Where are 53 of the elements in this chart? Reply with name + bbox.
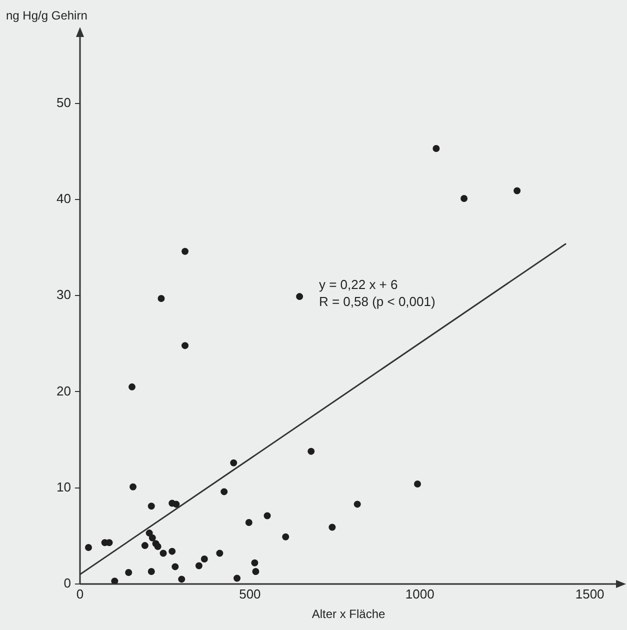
- x-tick-label: 1000: [405, 586, 434, 602]
- y-tick-label: 10: [56, 479, 71, 494]
- y-tick-label: 30: [56, 287, 71, 302]
- point: [125, 568, 132, 576]
- point: [220, 488, 228, 496]
- point: [106, 539, 113, 546]
- point: [154, 543, 162, 550]
- y-tick-label: 40: [56, 191, 71, 206]
- y-tick-label: 50: [56, 94, 71, 110]
- point: [251, 559, 258, 566]
- point: [432, 144, 440, 152]
- point: [282, 533, 290, 540]
- point: [182, 342, 189, 350]
- point: [514, 187, 521, 194]
- point: [414, 480, 421, 488]
- point: [111, 578, 118, 584]
- point: [130, 483, 137, 490]
- point: [182, 248, 189, 255]
- annotation: R = 0,58 (p < 0,001): [318, 294, 436, 309]
- point: [195, 562, 202, 570]
- point: [460, 194, 468, 202]
- annotation: y = 0,22 x + 6: [318, 276, 398, 292]
- point: [141, 542, 148, 550]
- y-tick-label: 20: [56, 383, 71, 398]
- point: [200, 556, 208, 563]
- point: [148, 502, 155, 510]
- point: [264, 512, 271, 520]
- x-tick-label: 1500: [575, 586, 604, 602]
- x-tick-label: 500: [239, 586, 261, 602]
- point: [146, 530, 153, 537]
- x-tick-label: 0: [76, 586, 84, 602]
- point: [234, 574, 241, 582]
- point: [216, 550, 224, 557]
- point: [148, 568, 155, 575]
- x-axis-title: Alter x Fläche: [312, 607, 386, 622]
- point: [328, 524, 336, 531]
- point: [172, 500, 180, 508]
- point: [252, 568, 260, 575]
- point: [148, 534, 156, 542]
- y-axis-title: ng Hg/g Gehirn: [6, 8, 88, 22]
- point: [354, 500, 361, 508]
- point: [172, 563, 179, 570]
- point: [160, 550, 167, 557]
- y-tick-label: 0: [64, 576, 71, 591]
- point: [128, 383, 136, 390]
- point: [168, 548, 176, 555]
- point: [230, 459, 238, 466]
- point: [308, 448, 315, 455]
- point: [178, 576, 186, 583]
- point: [296, 293, 304, 300]
- point: [84, 544, 92, 551]
- point: [245, 518, 252, 526]
- point: [158, 294, 165, 302]
